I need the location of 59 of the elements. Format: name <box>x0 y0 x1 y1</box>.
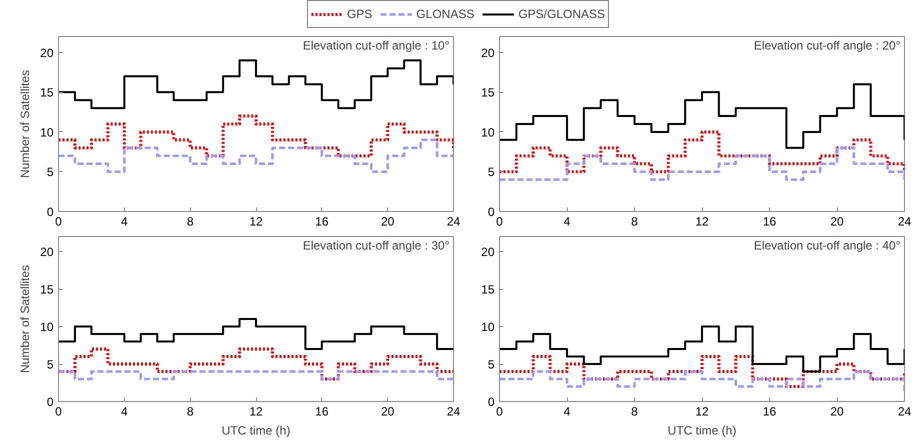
x-tick-label: 16 <box>315 214 329 228</box>
x-tick-label: 12 <box>695 404 709 418</box>
y-tick-label: 20 <box>40 245 54 259</box>
y-tick-label: 5 <box>46 165 54 180</box>
x-tick-label: 8 <box>186 404 194 418</box>
y-tick-label: 0 <box>46 205 54 219</box>
y-tick-label: 15 <box>40 282 54 296</box>
y-axis-title: Number of Satellites <box>18 264 32 374</box>
x-tick-label: 20 <box>830 404 844 418</box>
y-tick-label: 5 <box>488 165 495 180</box>
x-tick-label: 16 <box>762 404 776 418</box>
y-tick-label: 0 <box>488 395 495 409</box>
x-tick-label: 24 <box>898 404 912 418</box>
y-tick-label: 20 <box>40 46 54 60</box>
x-tick-label: 4 <box>120 214 128 228</box>
x-axis-title: UTC time (h) <box>668 424 736 438</box>
annotation: Elevation cut-off angle : 30° <box>302 238 450 252</box>
annotation: Elevation cut-off angle : 40° <box>754 238 901 252</box>
legend-label: GPS <box>346 7 372 21</box>
y-tick-label: 20 <box>481 245 495 259</box>
x-tick-label: 16 <box>315 404 329 418</box>
x-tick-label: 20 <box>380 214 395 228</box>
x-tick-label: 4 <box>564 214 571 228</box>
y-tick-label: 10 <box>40 320 54 334</box>
x-tick-label: 4 <box>564 404 571 418</box>
x-tick-label: 20 <box>830 214 844 228</box>
x-tick-label: 0 <box>496 214 504 228</box>
legend-label: GLONASS <box>416 7 474 21</box>
x-tick-label: 12 <box>695 214 709 228</box>
x-tick-label: 12 <box>249 404 263 418</box>
x-tick-label: 24 <box>446 404 460 418</box>
y-tick-label: 15 <box>481 86 495 100</box>
x-tick-label: 0 <box>496 404 504 418</box>
x-tick-label: 4 <box>120 404 128 418</box>
y-tick-label: 15 <box>40 86 54 100</box>
x-tick-label: 20 <box>380 404 395 418</box>
annotation: Elevation cut-off angle : 10° <box>302 38 450 52</box>
y-tick-label: 0 <box>488 205 495 219</box>
legend-label: GPS/GLONASS <box>518 7 606 21</box>
annotation: Elevation cut-off angle : 20° <box>754 38 901 52</box>
y-tick-label: 20 <box>481 46 495 60</box>
y-tick-label: 5 <box>488 358 495 372</box>
x-tick-label: 8 <box>631 214 638 228</box>
x-tick-label: 0 <box>55 404 62 418</box>
x-tick-label: 12 <box>249 214 263 228</box>
x-tick-label: 16 <box>762 214 776 228</box>
x-tick-label: 24 <box>898 214 912 228</box>
y-tick-label: 5 <box>46 358 54 372</box>
y-tick-label: 10 <box>40 125 54 140</box>
x-tick-label: 8 <box>631 404 638 418</box>
y-tick-label: 0 <box>46 395 54 409</box>
x-tick-label: 0 <box>55 214 62 228</box>
y-axis-title: Number of Satellites <box>18 70 32 178</box>
x-axis-title: UTC time (h) <box>222 424 290 438</box>
y-tick-label: 15 <box>481 282 495 296</box>
x-tick-label: 8 <box>186 214 194 228</box>
x-tick-label: 24 <box>446 214 460 228</box>
y-tick-label: 10 <box>481 125 495 140</box>
y-tick-label: 10 <box>481 320 495 334</box>
